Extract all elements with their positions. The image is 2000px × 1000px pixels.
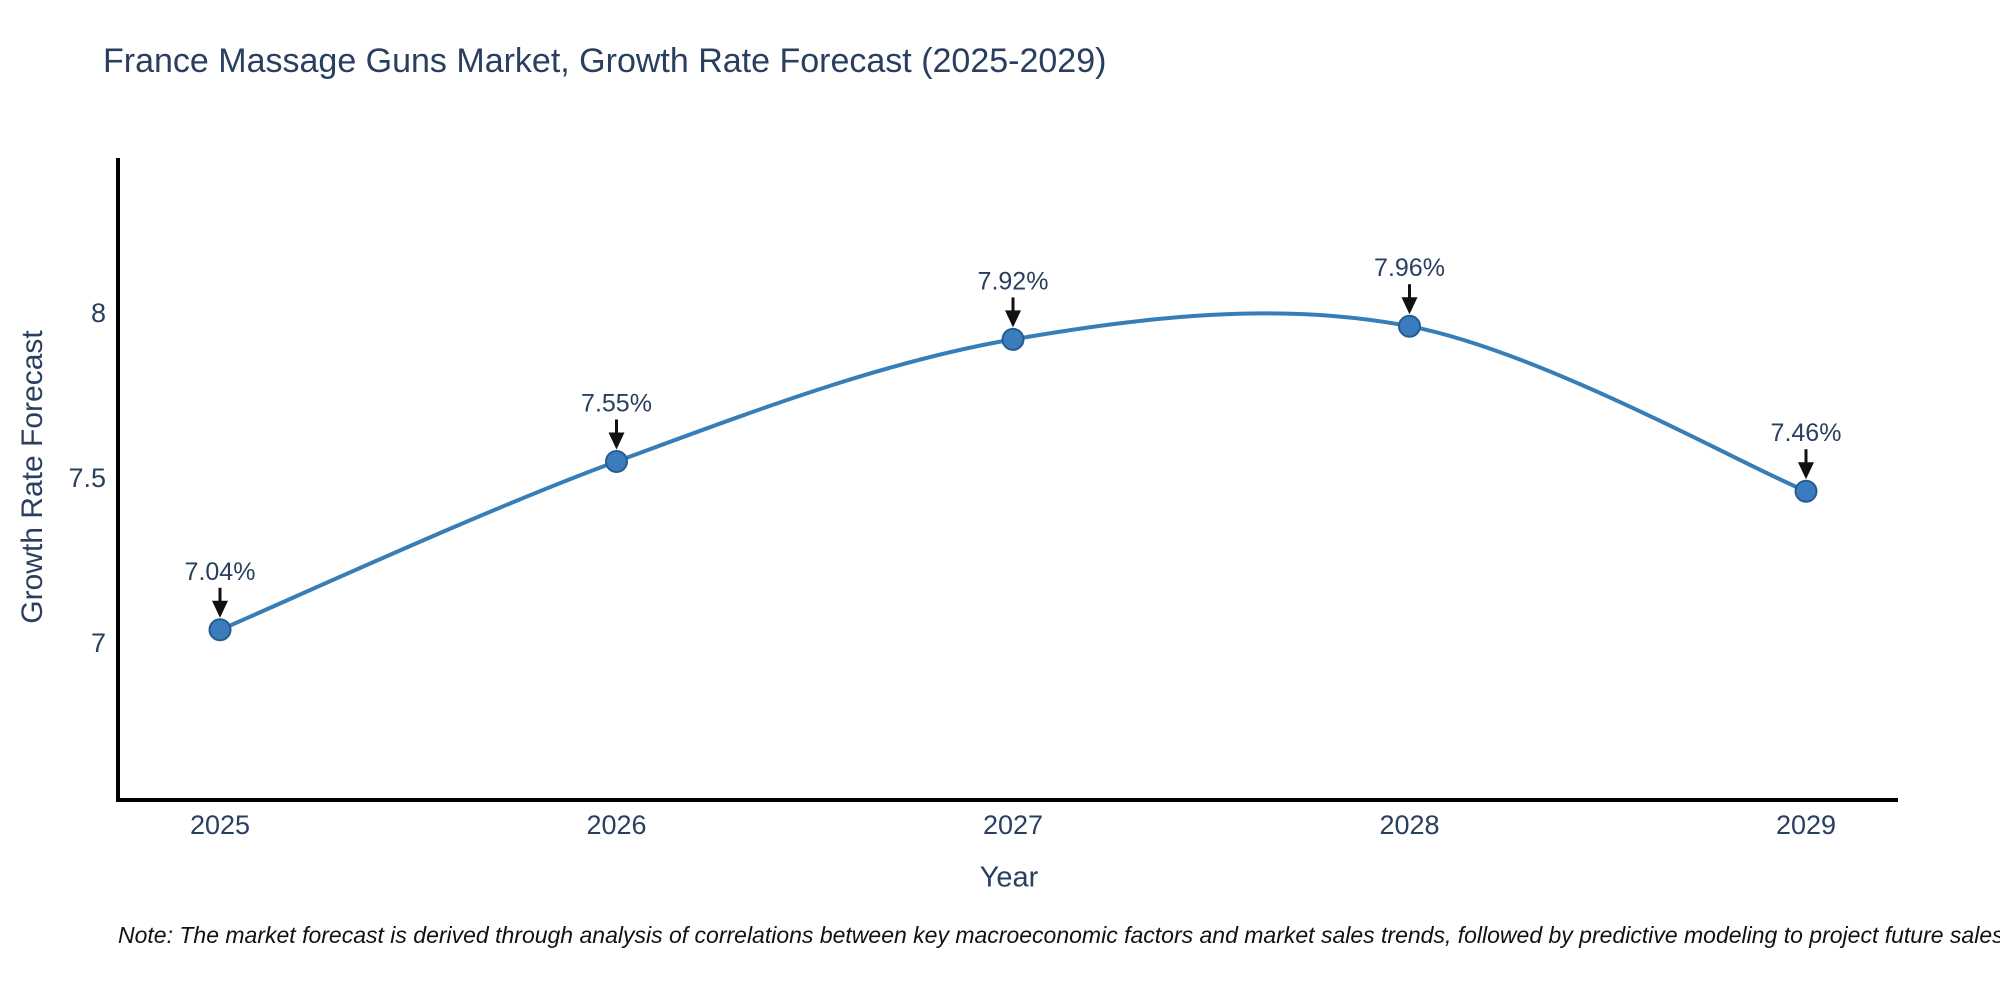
data-point-2026[interactable] <box>605 450 628 473</box>
y-tick-label-8: 8 <box>91 298 106 328</box>
annotation-arrow-head-2026 <box>608 432 625 450</box>
annotation-arrow-head-2029 <box>1798 462 1814 480</box>
annotation-arrow-head-2025 <box>212 600 228 618</box>
chart-title: France Massage Guns Market, Growth Rate … <box>103 42 1107 80</box>
data-point-2028[interactable] <box>1398 314 1421 338</box>
annotation-label-2029: 7.46% <box>1771 419 1842 447</box>
x-tick-label-2027: 2027 <box>983 810 1043 840</box>
footnote: Note: The market forecast is derived thr… <box>118 922 2000 948</box>
y-tick-label-7.5: 7.5 <box>68 463 106 493</box>
annotation-label-2026: 7.55% <box>581 390 652 418</box>
data-point-2025[interactable] <box>208 618 232 642</box>
x-tick-label-2026: 2026 <box>586 810 646 840</box>
trend-line <box>218 311 1808 632</box>
y-tick-label-7: 7 <box>91 628 106 658</box>
annotation-label-2025: 7.04% <box>185 558 256 586</box>
x-axis-title: Year <box>979 861 1039 894</box>
annotation-arrow-head-2027 <box>1005 310 1021 328</box>
data-point-2029[interactable] <box>1794 479 1818 503</box>
x-tick-label-2028: 2028 <box>1379 810 1439 840</box>
annotation-label-2027: 7.92% <box>978 267 1049 295</box>
annotation-arrow-head-2028 <box>1401 297 1418 315</box>
x-tick-label-2025: 2025 <box>190 810 250 840</box>
annotation-label-2028: 7.96% <box>1374 254 1445 282</box>
data-point-2027[interactable] <box>1001 327 1025 351</box>
x-tick-label-2029: 2029 <box>1776 810 1836 840</box>
